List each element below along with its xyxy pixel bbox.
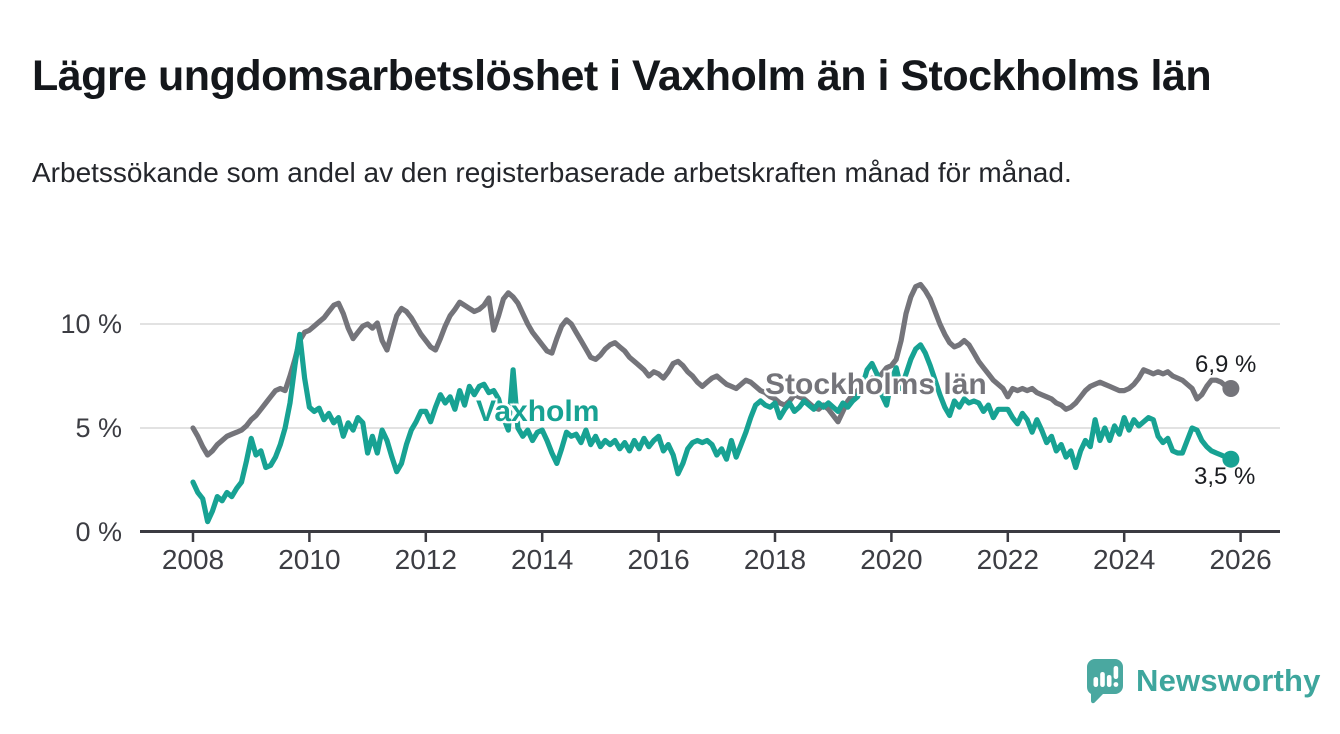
end-dot-vaxholm [1222,450,1240,468]
x-tick-label: 2014 [511,544,574,575]
series-line-stockholms-lan [190,281,1234,458]
x-tick-label: 2012 [394,544,457,575]
end-value-label-stockholms-lan: 6,9 % [1195,351,1257,378]
x-tick-label: 2020 [860,544,923,575]
gridlines [140,323,1280,429]
y-tick-label: 5 % [75,413,122,443]
series-label-stockholms-lan: Stockholms län [765,368,987,401]
x-tick-label: 2018 [743,544,807,575]
end-value-label-vaxholm: 3,5 % [1194,463,1256,490]
series-label-vaxholm: Vaxholm [476,395,600,428]
series-line-vaxholm [190,331,1234,525]
x-tick-label: 2022 [976,544,1039,575]
end-dot-stockholms-lan [1222,380,1240,397]
newsworthy-brand-text: Newsworthy [1136,663,1321,698]
x-axis [140,530,1280,542]
x-tick-label: 2026 [1209,544,1272,575]
chart-title: Lägre ungdomsarbetslöshet i Vaxholm än i… [32,51,1212,100]
y-tick-label: 0 % [75,517,122,547]
newsworthy-logo-icon [1086,659,1123,704]
x-tick-label: 2016 [627,544,690,575]
x-tick-label: 2010 [278,544,341,575]
newsworthy-brand: Newsworthy [1086,658,1321,704]
x-tick-label: 2008 [161,544,225,575]
x-tick-label: 2024 [1093,544,1156,575]
speech-bubble-shape [1086,659,1123,704]
chart-subtitle: Arbetssökande som andel av den registerb… [32,157,1072,188]
y-tick-label: 10 % [60,309,122,339]
